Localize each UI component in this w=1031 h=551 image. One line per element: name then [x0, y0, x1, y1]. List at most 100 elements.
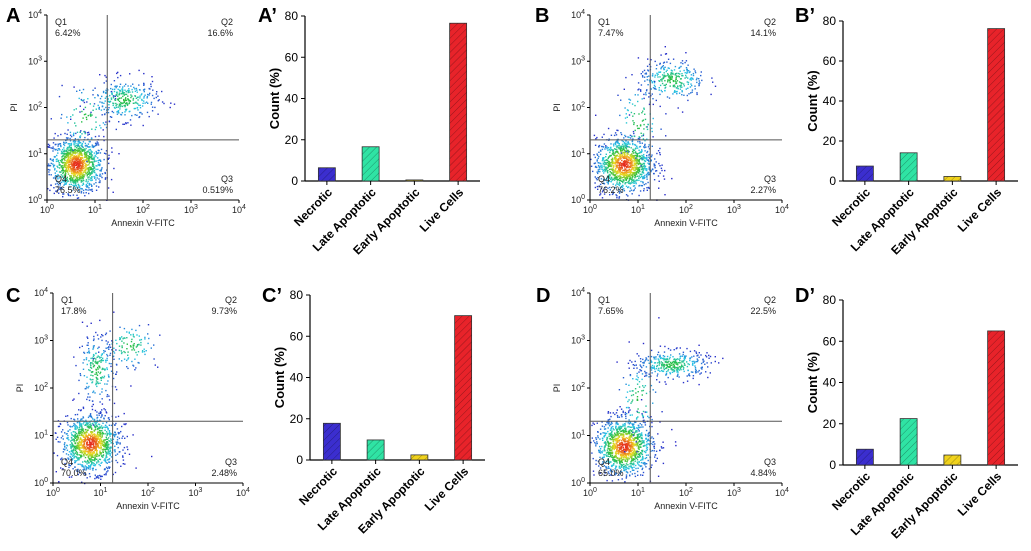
- scatter-point: [89, 444, 91, 446]
- scatter-point: [630, 182, 632, 184]
- scatter-point: [596, 171, 598, 173]
- scatter-point: [625, 113, 627, 115]
- y-tick-label: 0: [296, 453, 303, 467]
- scatter-point: [65, 433, 68, 435]
- scatter-point: [95, 168, 97, 171]
- scatter-point: [76, 177, 78, 179]
- scatter-point: [676, 80, 679, 82]
- scatter-point: [87, 143, 90, 145]
- scatter-point: [596, 154, 599, 156]
- scatter-point: [84, 153, 86, 156]
- scatter-point: [136, 106, 139, 109]
- scatter-point: [673, 84, 676, 86]
- scatter-point: [88, 439, 91, 442]
- scatter-point: [94, 373, 96, 375]
- scatter-point: [686, 94, 688, 97]
- scatter-point: [59, 182, 61, 184]
- scatter-point: [66, 151, 68, 153]
- scatter-point: [632, 150, 635, 152]
- scatter-point: [81, 165, 83, 167]
- scatter-point: [65, 453, 68, 455]
- scatter-point: [627, 426, 629, 428]
- scatter-point: [87, 435, 89, 437]
- scatter-point: [67, 155, 70, 157]
- scatter-point: [672, 72, 674, 74]
- scatter-point: [694, 85, 696, 87]
- scatter-point: [97, 428, 99, 431]
- scatter-point: [85, 185, 87, 187]
- scatter-point: [95, 468, 97, 471]
- scatter-point: [609, 147, 612, 149]
- scatter-point: [113, 449, 116, 451]
- scatter-point: [659, 76, 661, 78]
- scatter-point: [76, 172, 78, 174]
- scatter-point: [616, 195, 618, 197]
- scatter-point: [86, 351, 89, 354]
- scatter-point: [84, 131, 86, 133]
- scatter-point: [98, 454, 101, 456]
- scatter-point: [84, 448, 87, 450]
- scatter-point: [77, 153, 79, 155]
- scatter-point: [63, 156, 66, 158]
- scatter-point: [640, 459, 642, 461]
- scatter-point: [132, 99, 134, 101]
- scatter-point: [85, 442, 88, 444]
- scatter-point: [92, 442, 94, 445]
- scatter-point: [77, 168, 80, 170]
- scatter-point: [638, 152, 640, 154]
- scatter-point: [118, 432, 121, 434]
- scatter-point: [662, 77, 665, 80]
- scatter-point: [130, 346, 132, 348]
- scatter-point: [90, 455, 92, 457]
- scatter-point: [86, 443, 88, 445]
- scatter-point: [82, 469, 84, 471]
- scatter-point: [71, 425, 73, 428]
- scatter-point: [591, 452, 593, 454]
- scatter-point: [607, 182, 609, 184]
- scatter-point: [79, 160, 82, 162]
- scatter-point: [126, 331, 128, 333]
- scatter-point: [135, 367, 137, 369]
- scatter-point: [641, 98, 643, 100]
- scatter-point: [83, 440, 86, 442]
- scatter-point: [148, 94, 150, 96]
- scatter-point: [651, 145, 653, 147]
- scatter-point: [110, 447, 112, 449]
- scatter-point: [113, 434, 115, 437]
- scatter-point: [625, 157, 627, 159]
- scatter-point: [648, 63, 651, 66]
- scatter-point: [93, 354, 95, 357]
- scatter-point: [608, 162, 610, 165]
- scatter-point: [633, 160, 635, 162]
- scatter-point: [685, 88, 687, 90]
- scatter-point: [81, 133, 83, 135]
- scatter-point: [88, 184, 90, 186]
- scatter-point: [597, 164, 600, 167]
- scatter-point: [602, 163, 605, 165]
- scatter-point: [76, 172, 78, 175]
- scatter-point: [88, 441, 91, 443]
- scatter-point: [63, 184, 65, 186]
- scatter-point: [109, 94, 111, 97]
- scatter-point: [83, 101, 86, 104]
- x-tick-label: Live Cells: [417, 185, 467, 235]
- scatter-point: [138, 335, 140, 337]
- scatter-point: [91, 430, 93, 433]
- scatter-point: [76, 468, 79, 471]
- scatter-point: [633, 132, 635, 135]
- scatter-point: [79, 472, 81, 474]
- scatter-point: [603, 435, 606, 437]
- scatter-point: [609, 456, 611, 458]
- scatter-point: [83, 451, 86, 454]
- scatter-point: [66, 415, 69, 417]
- bar-hatch: [318, 167, 336, 181]
- scatter-point: [87, 422, 90, 424]
- scatter-point: [69, 186, 71, 188]
- scatter-point: [87, 427, 90, 429]
- scatter-point: [67, 122, 69, 124]
- scatter-point: [52, 160, 54, 162]
- scatter-point: [99, 74, 101, 76]
- scatter-point: [650, 95, 652, 97]
- scatter-point: [90, 173, 92, 175]
- scatter-point: [635, 172, 637, 174]
